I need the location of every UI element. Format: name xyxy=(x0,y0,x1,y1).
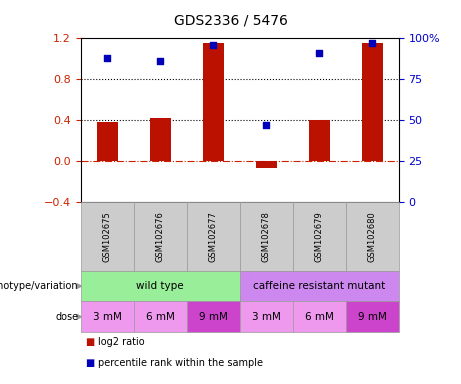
Text: 6 mM: 6 mM xyxy=(305,312,334,322)
Text: dose: dose xyxy=(55,312,78,322)
Text: GSM102675: GSM102675 xyxy=(103,211,112,262)
Text: 9 mM: 9 mM xyxy=(199,312,228,322)
Point xyxy=(156,58,164,64)
Text: 6 mM: 6 mM xyxy=(146,312,175,322)
Bar xyxy=(255,161,277,168)
Text: GDS2336 / 5476: GDS2336 / 5476 xyxy=(173,13,288,27)
Text: GSM102676: GSM102676 xyxy=(156,211,165,262)
Point xyxy=(209,42,217,48)
Text: GSM102678: GSM102678 xyxy=(262,211,271,262)
Bar xyxy=(203,43,224,161)
Text: ■: ■ xyxy=(85,358,95,368)
Text: log2 ratio: log2 ratio xyxy=(98,337,145,347)
Text: 3 mM: 3 mM xyxy=(93,312,122,322)
Text: genotype/variation: genotype/variation xyxy=(0,281,78,291)
Bar xyxy=(361,43,383,161)
Text: caffeine resistant mutant: caffeine resistant mutant xyxy=(253,281,385,291)
Text: GSM102680: GSM102680 xyxy=(368,211,377,262)
Text: GSM102679: GSM102679 xyxy=(315,211,324,262)
Bar xyxy=(149,118,171,161)
Bar xyxy=(308,120,330,161)
Bar xyxy=(96,122,118,161)
Text: percentile rank within the sample: percentile rank within the sample xyxy=(98,358,263,368)
Point xyxy=(315,50,323,56)
Point xyxy=(368,40,376,46)
Text: ■: ■ xyxy=(85,337,95,347)
Text: wild type: wild type xyxy=(136,281,184,291)
Point xyxy=(103,55,111,61)
Text: 9 mM: 9 mM xyxy=(358,312,387,322)
Text: GSM102677: GSM102677 xyxy=(209,211,218,262)
Point xyxy=(262,122,270,128)
Text: 3 mM: 3 mM xyxy=(252,312,281,322)
